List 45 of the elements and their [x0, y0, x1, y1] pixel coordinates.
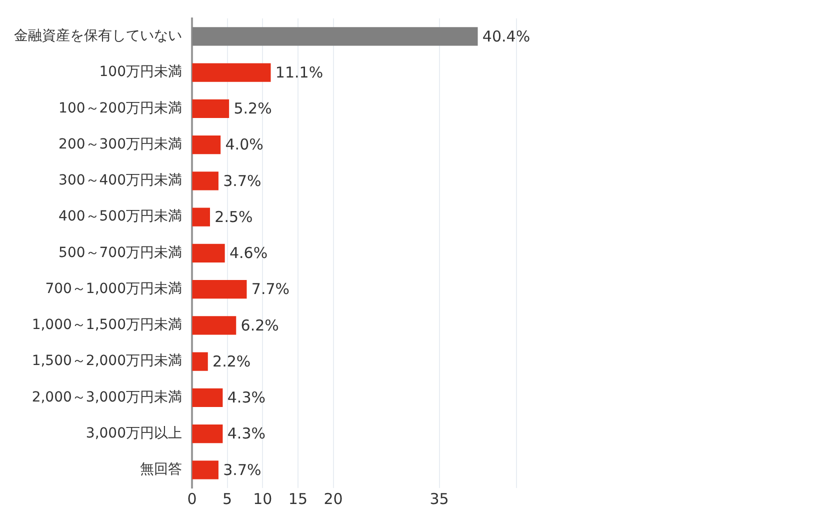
y-tick-label: 3,000万円以上	[86, 425, 182, 442]
data-label: 2.5%	[214, 208, 253, 226]
data-label: 5.2%	[234, 100, 272, 118]
bar	[192, 280, 247, 299]
x-tick-label: 5	[222, 490, 232, 508]
bar	[192, 99, 230, 118]
y-tick-label: 1,000～1,500万円未満	[32, 317, 182, 334]
data-label: 4.3%	[227, 388, 266, 407]
y-tick-label: 無回答	[140, 462, 182, 478]
bar	[192, 424, 223, 444]
bar	[192, 316, 236, 335]
bar	[192, 63, 271, 82]
bar	[192, 136, 221, 154]
data-label: 4.0%	[225, 136, 264, 154]
data-label: 3.7%	[223, 460, 262, 479]
data-label: 4.6%	[230, 244, 268, 262]
bar	[192, 460, 218, 480]
data-label: 7.7%	[251, 280, 290, 298]
x-tick-label: 35	[430, 490, 449, 508]
y-tick-label: 1,500～2,000万円未満	[32, 353, 182, 370]
y-tick-label: 400～500万円未満	[58, 208, 182, 225]
x-tick-label: 15	[288, 490, 308, 508]
bar	[192, 244, 225, 263]
bar	[192, 388, 223, 408]
bar	[192, 352, 208, 371]
data-label: 11.1%	[275, 63, 324, 82]
data-label: 3.7%	[223, 172, 262, 190]
y-tick-label: 100万円未満	[99, 64, 182, 80]
y-tick-label: 200～300万円未満	[58, 136, 182, 152]
x-tick-label: 0	[187, 490, 197, 508]
y-tick-label: 100～200万円未満	[58, 100, 182, 116]
x-tick-label: 10	[253, 490, 272, 508]
y-tick-label: 2,000～3,000万円未満	[32, 389, 182, 406]
bar	[192, 27, 478, 46]
x-tick-label: 20	[324, 490, 343, 508]
data-label: 40.4%	[482, 27, 530, 46]
bar	[192, 208, 210, 226]
y-tick-label: 700～1,000万円未満	[45, 280, 182, 297]
y-tick-label: 300～400万円未満	[58, 172, 182, 189]
data-label: 4.3%	[227, 424, 266, 443]
y-tick-label: 500～700万円未満	[58, 244, 182, 261]
bar	[192, 172, 218, 190]
y-tick-label: 金融資産を保有していない	[14, 28, 182, 44]
data-label: 2.2%	[212, 352, 251, 370]
data-label: 6.2%	[240, 316, 279, 334]
